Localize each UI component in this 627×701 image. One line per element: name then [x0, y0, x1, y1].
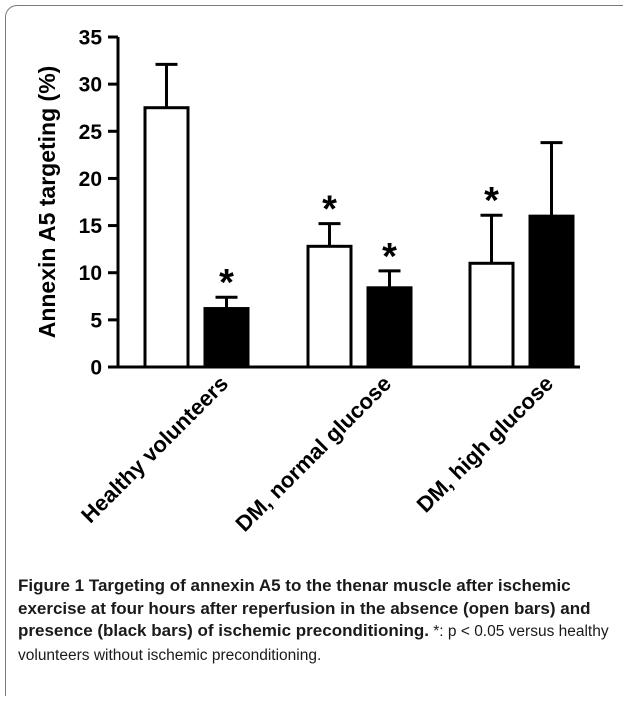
significance-marker: *: [382, 236, 397, 278]
bar: [143, 106, 190, 369]
bar: [366, 286, 413, 369]
caption-note: *: p < 0.05 versus healthy volunteers wi…: [18, 623, 609, 664]
y-tick-label: 10: [79, 262, 102, 285]
bar: [306, 244, 353, 369]
y-tick-label: 20: [79, 168, 102, 191]
bar: [528, 214, 575, 369]
bar: [203, 307, 250, 369]
figure-frame: [5, 5, 623, 696]
caption-title: Figure 1 Targeting of annexin A5 to the …: [18, 576, 591, 640]
y-tick-label: 25: [79, 121, 103, 144]
y-tick-label: 0: [90, 357, 102, 380]
figure-caption: Figure 1 Targeting of annexin A5 to the …: [18, 575, 618, 667]
bar: [468, 261, 515, 369]
y-tick-label: 30: [79, 74, 102, 97]
y-axis-label: Annexin A5 targeting (%): [34, 66, 60, 339]
x-category-label: DM, high glucose: [412, 371, 558, 517]
significance-marker: *: [219, 262, 234, 304]
y-tick-label: 15: [79, 215, 103, 238]
significance-marker: *: [322, 189, 337, 231]
x-category-label: Healthy volunteers: [76, 371, 233, 528]
chart-bars: [143, 62, 575, 369]
significance-marker: *: [484, 180, 499, 222]
y-tick-label: 35: [79, 27, 103, 50]
x-category-label: DM, normal glucose: [231, 371, 396, 536]
y-tick-label: 5: [90, 309, 102, 332]
